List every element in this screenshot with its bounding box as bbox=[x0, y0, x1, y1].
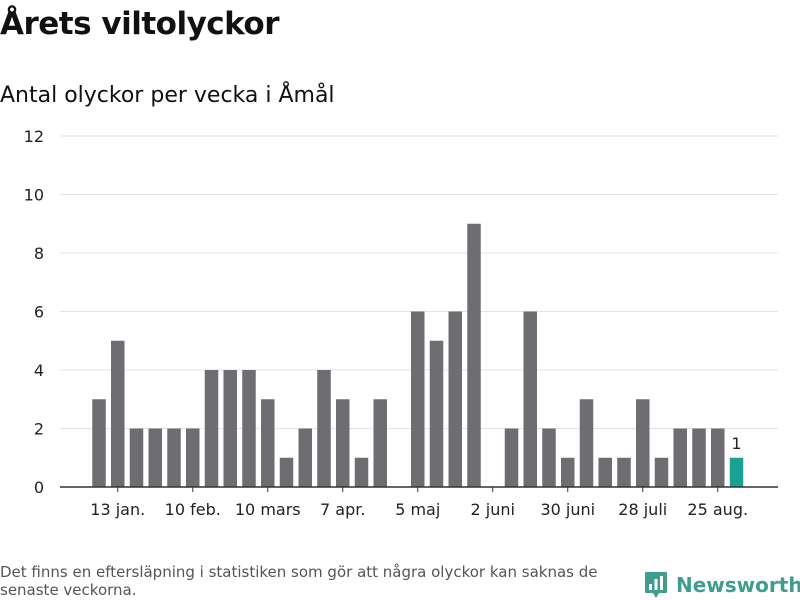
bar bbox=[692, 428, 706, 487]
bar-chart: 0 2 4 6 8 10 12 1 13 jan. 10 feb. 10 mars 7 apr. 5 m… bbox=[24, 127, 778, 519]
bar bbox=[448, 311, 462, 487]
bar bbox=[373, 399, 387, 487]
bar bbox=[223, 370, 237, 487]
bar bbox=[261, 399, 275, 487]
bar bbox=[542, 428, 556, 487]
bar bbox=[636, 399, 650, 487]
bar bbox=[129, 428, 144, 487]
y-tick-label: 8 bbox=[34, 244, 44, 263]
bar bbox=[598, 457, 612, 487]
x-tick-label: 5 maj bbox=[395, 500, 440, 519]
bar bbox=[242, 370, 256, 487]
bar bbox=[354, 457, 369, 487]
highlighted-bar bbox=[729, 457, 744, 487]
x-tick-label: 25 aug. bbox=[687, 500, 748, 519]
y-tick-label: 0 bbox=[34, 478, 44, 497]
x-tick-label: 7 apr. bbox=[320, 500, 365, 519]
y-tick-label: 12 bbox=[24, 127, 44, 146]
bar bbox=[336, 399, 350, 487]
bar bbox=[167, 428, 181, 487]
bar bbox=[504, 428, 519, 487]
footnote: Det finns en eftersläpning i statistiken… bbox=[0, 563, 598, 599]
bar bbox=[298, 428, 312, 487]
brand-name: Newsworthy bbox=[676, 573, 800, 597]
bar bbox=[204, 370, 219, 487]
chart-title: Årets viltolyckor bbox=[0, 6, 280, 42]
bar bbox=[561, 457, 575, 487]
bar bbox=[111, 340, 125, 487]
bar bbox=[92, 399, 106, 487]
brand-logo: Newsworthy bbox=[644, 570, 800, 600]
x-tick-label: 2 juni bbox=[471, 500, 515, 519]
y-tick-label: 10 bbox=[24, 186, 44, 205]
y-tick-label: 4 bbox=[34, 361, 44, 380]
y-tick-label: 6 bbox=[34, 303, 44, 322]
bar bbox=[317, 370, 331, 487]
bar bbox=[429, 340, 444, 487]
newsworthy-logo-icon bbox=[645, 572, 667, 598]
bar bbox=[411, 311, 425, 487]
bar bbox=[148, 428, 162, 487]
x-tick-label: 30 juni bbox=[540, 500, 595, 519]
y-tick-label: 2 bbox=[34, 420, 44, 439]
data-label: 1 bbox=[731, 434, 741, 453]
bar bbox=[711, 428, 725, 487]
bar bbox=[467, 223, 481, 487]
bar bbox=[279, 457, 294, 487]
x-tick-label: 10 feb. bbox=[165, 500, 221, 519]
chart-subtitle: Antal olyckor per vecka i Åmål bbox=[0, 83, 335, 108]
bar bbox=[617, 457, 631, 487]
x-tick-label: 28 juli bbox=[618, 500, 667, 519]
bar bbox=[523, 311, 537, 487]
x-tick-label: 13 jan. bbox=[90, 500, 145, 519]
x-tick-label: 10 mars bbox=[235, 500, 301, 519]
bar bbox=[673, 428, 687, 487]
bar bbox=[186, 428, 200, 487]
bar bbox=[579, 399, 594, 487]
bar bbox=[654, 457, 669, 487]
